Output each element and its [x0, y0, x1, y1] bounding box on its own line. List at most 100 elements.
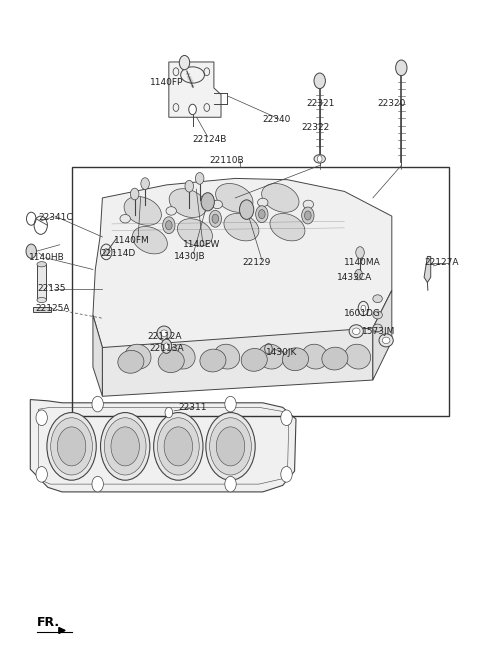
- Text: 1140EW: 1140EW: [183, 240, 220, 249]
- Ellipse shape: [383, 337, 390, 344]
- Bar: [37, 264, 47, 300]
- Text: 22129: 22129: [242, 258, 271, 268]
- Ellipse shape: [120, 215, 131, 223]
- Circle shape: [259, 210, 265, 218]
- Circle shape: [57, 427, 86, 466]
- Text: 1573JM: 1573JM: [362, 327, 396, 337]
- Ellipse shape: [200, 349, 226, 372]
- Polygon shape: [102, 328, 373, 396]
- Ellipse shape: [169, 344, 195, 369]
- Ellipse shape: [379, 334, 393, 347]
- Circle shape: [225, 396, 236, 412]
- Ellipse shape: [258, 198, 268, 207]
- Circle shape: [209, 211, 221, 227]
- Text: 1430JB: 1430JB: [174, 252, 205, 261]
- Circle shape: [157, 418, 199, 475]
- Circle shape: [154, 413, 203, 480]
- Circle shape: [206, 413, 255, 480]
- Text: 22135: 22135: [37, 285, 65, 293]
- Ellipse shape: [302, 344, 328, 369]
- Ellipse shape: [158, 350, 184, 373]
- Text: 1430JK: 1430JK: [266, 348, 298, 358]
- Circle shape: [256, 206, 268, 222]
- Circle shape: [161, 339, 172, 354]
- Circle shape: [356, 247, 364, 258]
- Text: 22340: 22340: [263, 115, 291, 125]
- Circle shape: [51, 418, 93, 475]
- Text: 1140FM: 1140FM: [114, 236, 150, 245]
- Circle shape: [225, 476, 236, 492]
- Ellipse shape: [37, 262, 47, 267]
- Circle shape: [166, 220, 172, 230]
- Circle shape: [195, 173, 204, 184]
- Ellipse shape: [314, 155, 325, 163]
- Circle shape: [304, 211, 311, 220]
- Circle shape: [164, 343, 169, 350]
- Text: 1433CA: 1433CA: [337, 273, 372, 282]
- Text: 22125A: 22125A: [35, 304, 70, 313]
- Circle shape: [104, 249, 108, 255]
- Circle shape: [361, 305, 366, 312]
- Circle shape: [26, 244, 36, 258]
- Circle shape: [165, 407, 173, 418]
- Circle shape: [210, 418, 252, 475]
- Ellipse shape: [270, 213, 305, 241]
- Ellipse shape: [373, 324, 383, 332]
- Ellipse shape: [125, 344, 151, 369]
- Text: 22124B: 22124B: [192, 135, 227, 144]
- Ellipse shape: [169, 189, 206, 218]
- Circle shape: [36, 466, 48, 482]
- Circle shape: [185, 180, 193, 192]
- Ellipse shape: [282, 348, 309, 371]
- Circle shape: [104, 418, 146, 475]
- Circle shape: [189, 104, 196, 115]
- Text: 22311: 22311: [179, 403, 207, 412]
- Text: 22127A: 22127A: [424, 258, 458, 268]
- Circle shape: [301, 207, 314, 224]
- Circle shape: [92, 396, 103, 412]
- Ellipse shape: [124, 197, 161, 225]
- Circle shape: [216, 427, 245, 466]
- Text: FR.: FR.: [37, 616, 60, 629]
- Polygon shape: [373, 290, 392, 380]
- Ellipse shape: [157, 326, 171, 340]
- Circle shape: [179, 56, 190, 70]
- Text: 22321: 22321: [306, 99, 335, 108]
- Polygon shape: [169, 62, 221, 117]
- Ellipse shape: [178, 218, 213, 246]
- Text: 22113A: 22113A: [150, 344, 184, 354]
- Ellipse shape: [345, 344, 371, 369]
- Circle shape: [240, 200, 254, 219]
- Circle shape: [47, 413, 96, 480]
- Text: 22114D: 22114D: [100, 249, 135, 258]
- Text: 22322: 22322: [301, 123, 330, 132]
- Text: 22341C: 22341C: [38, 213, 73, 222]
- Ellipse shape: [214, 344, 240, 369]
- Ellipse shape: [166, 207, 177, 215]
- Ellipse shape: [216, 184, 253, 213]
- Bar: [33, 307, 51, 312]
- Circle shape: [163, 216, 175, 234]
- Circle shape: [36, 410, 48, 426]
- Circle shape: [314, 73, 325, 89]
- Ellipse shape: [262, 184, 299, 213]
- Circle shape: [141, 178, 149, 190]
- Ellipse shape: [118, 350, 144, 373]
- Ellipse shape: [241, 348, 267, 371]
- Polygon shape: [93, 315, 102, 396]
- Text: 1140FP: 1140FP: [150, 77, 183, 87]
- Polygon shape: [30, 400, 296, 492]
- Circle shape: [92, 476, 103, 492]
- Ellipse shape: [373, 295, 383, 302]
- Text: 1140HB: 1140HB: [29, 253, 65, 262]
- Ellipse shape: [352, 328, 360, 335]
- Circle shape: [396, 60, 407, 75]
- Ellipse shape: [160, 330, 168, 337]
- Text: 22320: 22320: [378, 99, 406, 108]
- Ellipse shape: [349, 325, 363, 338]
- Circle shape: [212, 214, 219, 223]
- Circle shape: [355, 270, 362, 280]
- Circle shape: [100, 413, 150, 480]
- Ellipse shape: [258, 344, 284, 369]
- Ellipse shape: [37, 297, 47, 302]
